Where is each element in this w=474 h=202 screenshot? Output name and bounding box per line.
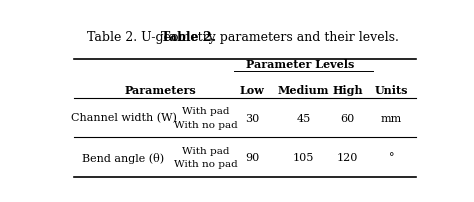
Text: High: High bbox=[332, 85, 363, 96]
Text: Medium: Medium bbox=[278, 85, 329, 96]
Text: With pad
With no pad: With pad With no pad bbox=[174, 146, 238, 168]
Text: Low: Low bbox=[240, 85, 264, 96]
Text: 90: 90 bbox=[245, 152, 259, 162]
Text: 30: 30 bbox=[245, 113, 259, 123]
Text: Parameter Levels: Parameter Levels bbox=[246, 58, 354, 69]
Text: mm: mm bbox=[381, 113, 402, 123]
Text: Units: Units bbox=[375, 85, 409, 96]
Text: Table 2. U-geometry parameters and their levels.: Table 2. U-geometry parameters and their… bbox=[87, 31, 399, 43]
Text: Bend angle (θ): Bend angle (θ) bbox=[82, 152, 164, 163]
Text: 45: 45 bbox=[296, 113, 310, 123]
Text: 60: 60 bbox=[340, 113, 355, 123]
Text: 120: 120 bbox=[337, 152, 358, 162]
Text: 105: 105 bbox=[293, 152, 314, 162]
Text: Channel width (W): Channel width (W) bbox=[71, 113, 176, 123]
Text: With pad
With no pad: With pad With no pad bbox=[174, 107, 238, 129]
Text: Table 2.: Table 2. bbox=[161, 31, 217, 43]
Text: °: ° bbox=[389, 152, 394, 162]
Text: Parameters: Parameters bbox=[124, 85, 196, 96]
